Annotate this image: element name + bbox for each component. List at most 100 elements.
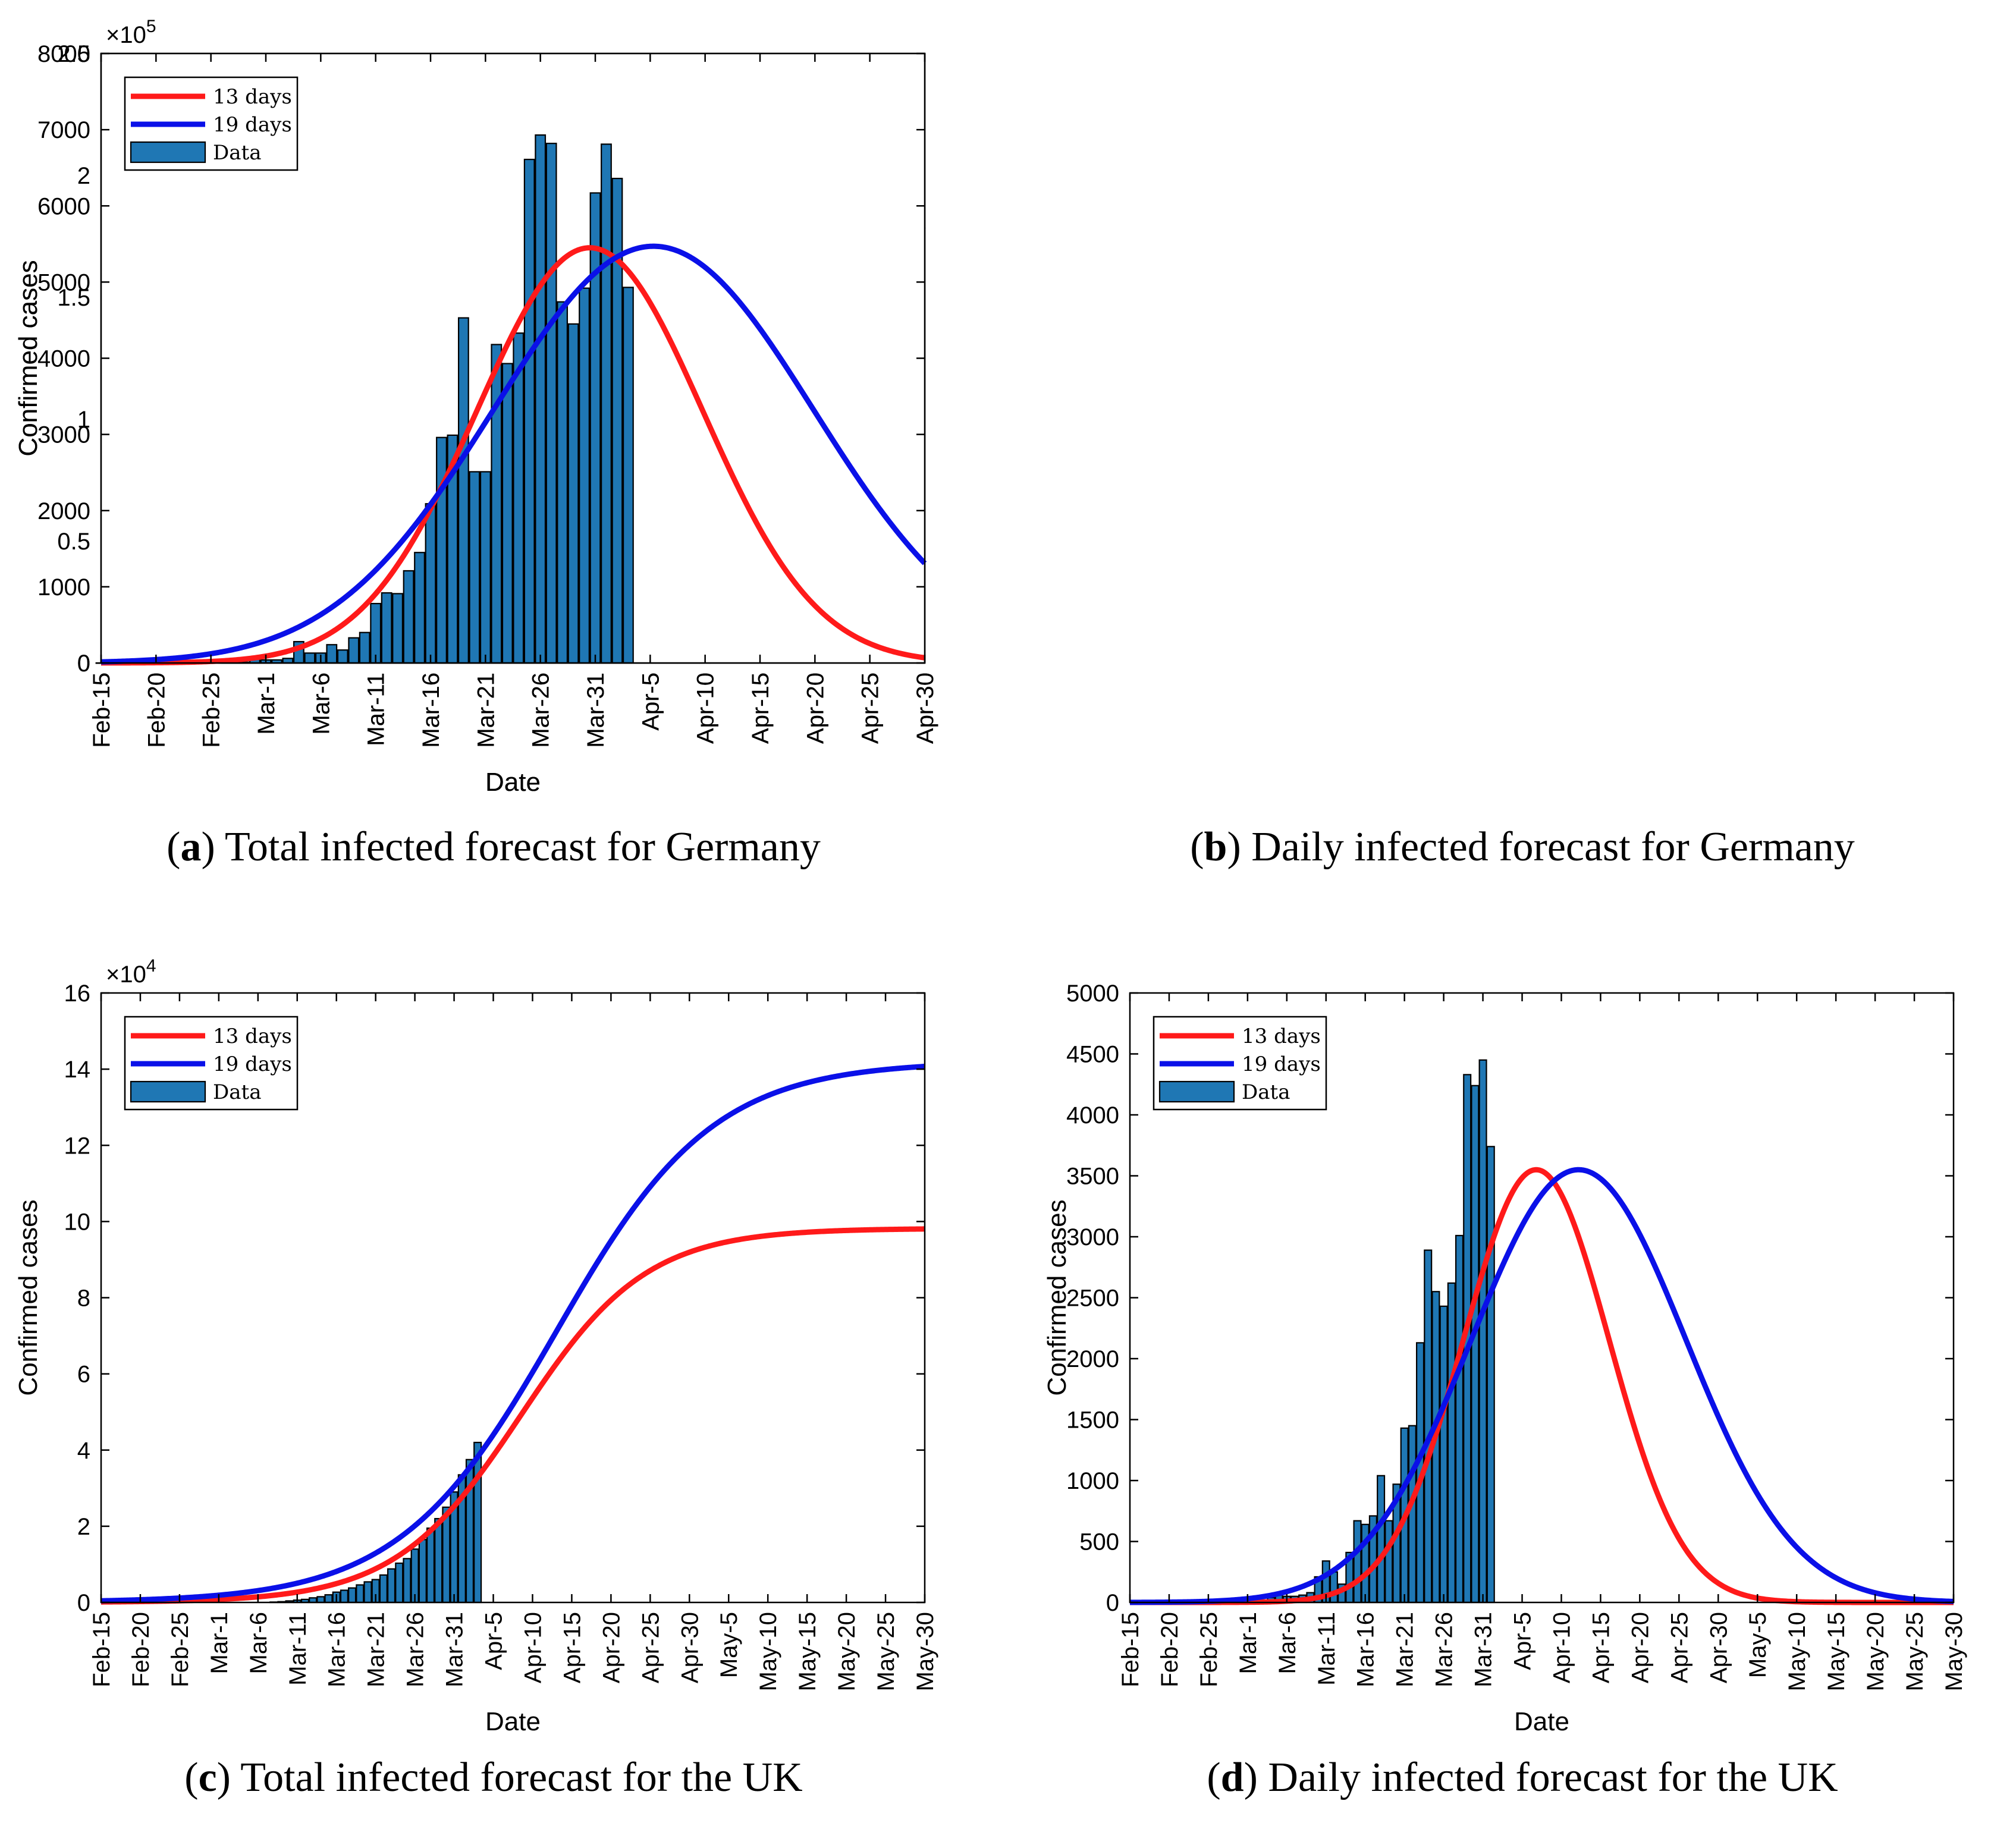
x-tick-label: Apr-10 [693, 672, 719, 744]
y-tick-label: 1000 [1066, 1468, 1119, 1494]
series-line-13-days [99, 1226, 927, 1605]
x-tick-label: May-20 [834, 1612, 860, 1691]
legend: 13 days 19 days Data [124, 1016, 299, 1111]
legend: 13 days 19 days Data [1153, 1016, 1327, 1111]
x-tick-label: Apr-30 [912, 672, 938, 744]
y-tick-label: 0.5 [57, 529, 90, 555]
y-tick-label: 2000 [37, 498, 90, 524]
x-tick-label: Feb-20 [143, 672, 169, 748]
x-tick-label: Mar-21 [473, 672, 499, 748]
legend: 13 days 19 days Data [124, 76, 299, 171]
bar [1478, 1059, 1487, 1604]
bar [501, 363, 513, 664]
x-tick-label: Apr-10 [520, 1612, 546, 1683]
x-tick-label: Feb-25 [199, 672, 225, 748]
x-tick-label: Apr-5 [1510, 1612, 1536, 1670]
legend-swatch-data [1158, 1080, 1235, 1103]
chart-d: 0 500 1000 1500 2000 2500 3000 3500 4000 4500 5000… [1042, 980, 1967, 1736]
y-tick-label: 0 [77, 1590, 90, 1616]
y-axis: 0 500 1000 1500 2000 2500 3000 3500 4000 4500 5000 [1066, 980, 1954, 1616]
y-axis-label: Confirmed cases [14, 1199, 43, 1396]
y-tick-label: 5000 [37, 269, 90, 296]
x-tick-label: Mar-21 [473, 672, 499, 748]
y-tick-label: 2 [77, 1514, 90, 1540]
x-tick-label: Mar-6 [246, 1612, 272, 1674]
x-tick-label: Mar-6 [308, 672, 334, 734]
y-axis-label: Confirmed cases [1042, 1199, 1072, 1396]
bar [545, 143, 557, 664]
x-tick-label: Mar-26 [403, 1612, 429, 1687]
bar [1353, 1520, 1362, 1604]
y-tick-label: 500 [1079, 1529, 1119, 1555]
x-tick-label: Mar-1 [253, 672, 280, 734]
y-axis-label: Confirmed cases [14, 260, 43, 456]
caption-c-text: Total infected forecast for the UK [240, 1755, 803, 1800]
y-tick-label: 6000 [37, 193, 90, 219]
y-tick-label: 4000 [1066, 1102, 1119, 1129]
series-line-19-days [99, 1064, 927, 1604]
y-exponent-base: ×10 [106, 961, 146, 988]
x-tick-label: Mar-26 [528, 672, 554, 748]
bar [442, 1506, 451, 1604]
chart-c: 0 2 4 6 8 10 12 14 16 Feb-15 Feb-20 Feb-25 Mar-1 Mar-… [14, 956, 938, 1736]
x-tick-label: Apr-20 [598, 1612, 624, 1683]
y-tick-label: 4000 [37, 346, 90, 372]
bar [1447, 1282, 1456, 1604]
bar [1486, 1146, 1495, 1604]
x-tick-label: Mar-6 [308, 672, 334, 734]
bar [1329, 1571, 1338, 1604]
x-tick-label: Apr-10 [693, 672, 719, 744]
y-exponent-base: ×10 [106, 22, 146, 48]
bar [436, 436, 447, 664]
bar [348, 637, 360, 664]
bar [414, 552, 425, 664]
bar [340, 1589, 348, 1604]
bar [418, 1539, 427, 1604]
bar [392, 593, 404, 664]
caption-c: (c) Total infected forecast for the UK [184, 1755, 803, 1800]
x-tick-label: Apr-15 [1588, 1612, 1614, 1683]
y-tick-label: 0 [77, 650, 90, 677]
x-tick-label: Feb-20 [128, 1612, 154, 1687]
y-tick-label: 1500 [1066, 1407, 1119, 1434]
y-tick-label: 2 [77, 163, 90, 189]
x-tick-label: Mar-31 [583, 672, 609, 748]
series-line-19-days [1128, 1167, 1955, 1605]
x-tick-label: May-15 [795, 1612, 821, 1691]
x-tick-label: Apr-5 [481, 1612, 507, 1670]
y-exponent: ×105 [106, 17, 156, 48]
x-tick-label: Feb-15 [89, 672, 115, 748]
series-line-19-days [99, 243, 927, 665]
bar [535, 134, 547, 664]
y-tick-label: 10 [64, 1209, 91, 1235]
x-tick-label: Feb-15 [89, 1612, 115, 1687]
legend-swatch-data [130, 141, 206, 164]
y-exponent-power: 5 [146, 17, 156, 36]
y-tick-label: 1 [77, 407, 90, 433]
bar [1424, 1249, 1433, 1604]
y-tick-label: 16 [64, 980, 91, 1007]
x-tick-label: May-15 [1823, 1612, 1849, 1691]
bar [1471, 1085, 1480, 1604]
caption-b-letter: b [1204, 824, 1227, 870]
chart-panel-b: 0 1000 2000 3000 4000 5000 6000 7000 8000 Feb-15 F… [0, 0, 987, 809]
bar [356, 1584, 365, 1604]
x-tick-label: Mar-11 [363, 672, 390, 746]
legend-label: 19 days [213, 113, 292, 137]
x-axis-label: Date [1514, 1707, 1569, 1736]
x-tick-label: Feb-25 [199, 672, 225, 748]
x-tick-label: Mar-31 [442, 1612, 468, 1687]
series-line-13-days [99, 245, 927, 666]
x-tick-label: Apr-5 [638, 672, 664, 731]
caption-d: (d) Daily infected forecast for the UK [1207, 1755, 1838, 1800]
caption-a: (a) Total infected forecast for Germany [167, 824, 821, 870]
bar [370, 602, 382, 664]
bar [316, 1596, 325, 1604]
x-tick-label: May-10 [755, 1612, 781, 1691]
x-tick-label: May-30 [1941, 1612, 1967, 1691]
x-tick-label: Mar-31 [583, 672, 609, 748]
bar [1408, 1425, 1417, 1604]
chart-panel-c: 0 2 4 6 8 10 12 14 16 Feb-15 Feb-20 Feb-25 Mar-1 Mar-… [0, 939, 987, 1748]
bar [479, 471, 491, 664]
bar [523, 158, 535, 664]
